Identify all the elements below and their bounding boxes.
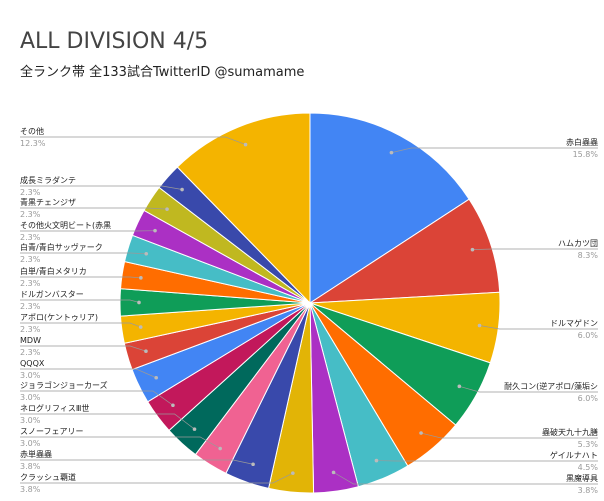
slice-value: 2.3% (20, 255, 41, 264)
leader-line (472, 248, 598, 250)
leader-line (20, 136, 246, 145)
slice-label: ジョラゴンジョーカーズ (20, 380, 108, 390)
pie-slice (176, 112, 311, 305)
leader-line (20, 413, 195, 430)
leader-dot (374, 458, 379, 463)
slice-value: 6.0% (578, 394, 599, 403)
slice-label: ドルマゲドン (550, 318, 598, 328)
leader-dot (457, 384, 462, 389)
chart-subtitle: 全ランク帯 全133試合TwitterID @sumamame (20, 64, 304, 80)
slice-value: 8.3% (578, 251, 599, 260)
slice-label: 白単/青白メタリカ (20, 266, 87, 276)
slice-value: 2.3% (20, 325, 41, 334)
leader-line (20, 276, 141, 279)
slice-label: 白青/青白サッヴァーク (20, 242, 103, 252)
leader-line (20, 368, 157, 379)
leader-line (20, 390, 174, 406)
slice-value: 3.8% (20, 485, 41, 494)
slice-label: QQQX (20, 359, 45, 368)
leader-dot (139, 276, 143, 280)
leader-line (20, 185, 183, 190)
leader-dot (218, 446, 222, 451)
slice-label: その他 (20, 126, 44, 136)
leader-dot (389, 150, 394, 155)
leader-dot (138, 325, 143, 329)
slice-label: MDW (20, 336, 41, 345)
slice-label: ドルガンバスター (20, 289, 84, 299)
leader-dot (165, 207, 169, 211)
leader-line (420, 432, 598, 439)
leader-line (20, 345, 147, 352)
slice-value: 12.3% (20, 139, 46, 148)
leader-dot (154, 375, 159, 380)
slice-label: ハムカツ団 (558, 239, 598, 248)
slice-value: 5.3% (578, 440, 599, 449)
slice-value: 2.3% (20, 188, 41, 197)
pie-slice (308, 198, 501, 304)
slice-label: ゲイルナハト (550, 450, 598, 460)
leader-dot (291, 471, 295, 475)
chart-title: ALL DIVISION 4/5 (20, 29, 208, 54)
leader-line (20, 252, 147, 255)
leader-dot (477, 323, 482, 328)
slice-value: 2.3% (20, 279, 41, 288)
slice-value: 3.0% (20, 439, 41, 448)
slice-value: 3.0% (20, 393, 41, 402)
slice-value: 3.8% (578, 486, 599, 495)
leader-dot (171, 403, 175, 408)
slice-value: 2.3% (20, 348, 41, 357)
pie-slice (309, 112, 470, 304)
leader-dot (251, 462, 255, 467)
leader-dot (243, 142, 248, 147)
slice-value: 3.8% (20, 462, 41, 471)
slice-label: 赤単蟲蟲 (20, 449, 52, 459)
leader-dot (331, 470, 336, 475)
leader-dot (153, 228, 157, 233)
leader-line (333, 472, 598, 485)
leader-line (479, 325, 598, 330)
leader-dot (180, 187, 184, 192)
slice-label: 青黒チェンジザ (20, 197, 76, 207)
leader-dot (144, 251, 149, 256)
leader-dot (144, 349, 148, 354)
leader-dot (192, 427, 197, 431)
slice-label: その他火文明ビート(赤黒 (20, 220, 111, 230)
slice-label: 蟲破天九十九膳 (542, 427, 598, 437)
leader-line (20, 472, 293, 484)
slice-value: 4.5% (578, 463, 599, 472)
slice-value: 3.0% (20, 416, 41, 425)
leader-line (391, 147, 598, 153)
slice-label: 成長ミラダンテ (20, 175, 76, 185)
leader-dot (470, 247, 475, 252)
slice-value: 6.0% (578, 331, 599, 340)
slice-label: アポロ(ケントゥリア) (20, 313, 98, 322)
slice-value: 2.3% (20, 302, 41, 311)
slice-label: 赤白蟲蟲 (566, 137, 598, 147)
slice-value: 3.0% (20, 371, 41, 380)
slice-value: 2.3% (20, 233, 41, 242)
slice-label: スノーフェアリー (20, 427, 84, 436)
leader-line (20, 436, 221, 449)
leader-line (20, 207, 168, 210)
slice-label: クラッシュ覇道 (20, 472, 76, 482)
leader-dot (419, 431, 423, 435)
leader-dot (137, 300, 141, 305)
leader-line (20, 322, 141, 328)
slice-value: 2.3% (20, 210, 41, 219)
slice-label: 耐久コン(逆アポロ/藻垢シ (504, 381, 598, 391)
leader-line (20, 459, 254, 465)
leader-line (459, 385, 598, 393)
leader-line (20, 299, 140, 303)
slice-label: ネログリフィスⅢ世 (20, 403, 89, 413)
slice-value: 15.8% (573, 150, 599, 159)
slice-label: 黒魔導具 (566, 473, 598, 483)
